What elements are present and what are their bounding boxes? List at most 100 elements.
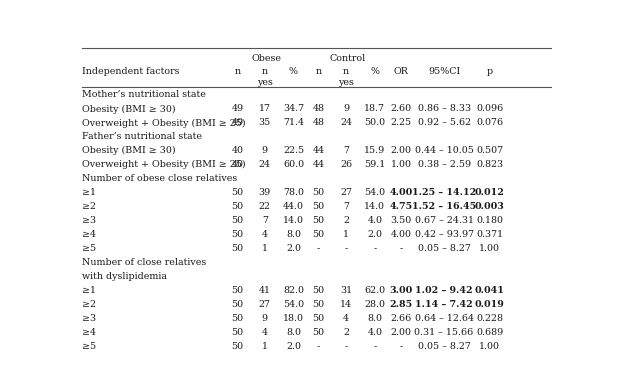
Text: ≥1: ≥1 (82, 188, 96, 197)
Text: 0.05 – 8.27: 0.05 – 8.27 (418, 244, 471, 253)
Text: 4.00: 4.00 (389, 188, 413, 197)
Text: Overweight + Obesity (BMI ≥ 25): Overweight + Obesity (BMI ≥ 25) (82, 118, 246, 127)
Text: 1: 1 (262, 342, 268, 351)
Text: 50: 50 (231, 342, 243, 351)
Text: Independent factors: Independent factors (82, 67, 180, 76)
Text: Number of close relatives: Number of close relatives (82, 258, 206, 267)
Text: 50: 50 (313, 286, 325, 295)
Text: 3.50: 3.50 (391, 216, 412, 225)
Text: 0.012: 0.012 (474, 188, 505, 197)
Text: 50.0: 50.0 (364, 118, 386, 127)
Text: 18.7: 18.7 (364, 104, 385, 113)
Text: 8.0: 8.0 (367, 314, 383, 323)
Text: 0.92 – 5.62: 0.92 – 5.62 (418, 118, 471, 127)
Text: 15.9: 15.9 (364, 146, 386, 155)
Text: 39: 39 (259, 188, 271, 197)
Text: %: % (289, 67, 298, 76)
Text: 0.076: 0.076 (476, 118, 503, 127)
Text: 14: 14 (340, 300, 352, 309)
Text: 0.228: 0.228 (476, 314, 503, 323)
Text: Father’s nutritional state: Father’s nutritional state (82, 132, 202, 141)
Text: n: n (315, 67, 321, 76)
Text: 48: 48 (313, 118, 325, 127)
Text: 2.00: 2.00 (391, 328, 412, 337)
Text: 50: 50 (313, 188, 325, 197)
Text: p: p (486, 67, 492, 76)
Text: %: % (370, 67, 379, 76)
Text: 0.180: 0.180 (476, 216, 503, 225)
Text: 40: 40 (231, 160, 243, 169)
Text: 54.0: 54.0 (283, 300, 304, 309)
Text: 0.86 – 8.33: 0.86 – 8.33 (418, 104, 471, 113)
Text: 4.0: 4.0 (367, 328, 383, 337)
Text: 95%CI: 95%CI (428, 67, 460, 76)
Text: 50: 50 (231, 314, 243, 323)
Text: 1.00: 1.00 (391, 160, 412, 169)
Text: -: - (344, 244, 348, 253)
Text: 1.52 – 16.45: 1.52 – 16.45 (412, 202, 476, 211)
Text: 50: 50 (231, 188, 243, 197)
Text: -: - (373, 342, 376, 351)
Text: 0.38 – 2.59: 0.38 – 2.59 (418, 160, 471, 169)
Text: 2.25: 2.25 (391, 118, 412, 127)
Text: -: - (344, 342, 348, 351)
Text: 4.0: 4.0 (367, 216, 383, 225)
Text: 50: 50 (231, 300, 243, 309)
Text: 27: 27 (340, 188, 352, 197)
Text: 0.019: 0.019 (474, 300, 505, 309)
Text: ≥1: ≥1 (82, 286, 96, 295)
Text: 34.7: 34.7 (283, 104, 304, 113)
Text: 2: 2 (343, 328, 349, 337)
Text: 0.31 – 15.66: 0.31 – 15.66 (415, 328, 474, 337)
Text: 50: 50 (313, 314, 325, 323)
Text: 9: 9 (343, 104, 349, 113)
Text: 0.507: 0.507 (476, 146, 503, 155)
Text: 0.67 – 24.31: 0.67 – 24.31 (415, 216, 474, 225)
Text: 7: 7 (343, 202, 349, 211)
Text: 1.14 – 7.42: 1.14 – 7.42 (415, 300, 473, 309)
Text: 50: 50 (313, 328, 325, 337)
Text: 82.0: 82.0 (283, 286, 304, 295)
Text: Number of obese close relatives: Number of obese close relatives (82, 174, 237, 183)
Text: n
yes: n yes (338, 67, 354, 87)
Text: 9: 9 (262, 146, 268, 155)
Text: ≥3: ≥3 (82, 216, 96, 225)
Text: 50: 50 (231, 328, 243, 337)
Text: Obese: Obese (251, 54, 281, 63)
Text: 0.371: 0.371 (476, 230, 503, 239)
Text: 50: 50 (231, 244, 243, 253)
Text: ≥4: ≥4 (82, 328, 96, 337)
Text: 1.00: 1.00 (479, 342, 500, 351)
Text: 54.0: 54.0 (364, 188, 386, 197)
Text: 31: 31 (340, 286, 352, 295)
Text: 4.75: 4.75 (389, 202, 413, 211)
Text: 14.0: 14.0 (283, 216, 304, 225)
Text: 35: 35 (259, 118, 271, 127)
Text: 40: 40 (231, 146, 243, 155)
Text: Overweight + Obesity (BMI ≥ 25): Overweight + Obesity (BMI ≥ 25) (82, 160, 246, 169)
Text: 71.4: 71.4 (283, 118, 304, 127)
Text: 44.0: 44.0 (283, 202, 304, 211)
Text: ≥2: ≥2 (82, 202, 96, 211)
Text: 0.44 – 10.05: 0.44 – 10.05 (415, 146, 474, 155)
Text: 2.00: 2.00 (391, 146, 412, 155)
Text: 7: 7 (343, 146, 349, 155)
Text: 50: 50 (313, 202, 325, 211)
Text: 50: 50 (231, 202, 243, 211)
Text: -: - (373, 244, 376, 253)
Text: 50: 50 (231, 216, 243, 225)
Text: ≥3: ≥3 (82, 314, 96, 323)
Text: 0.05 – 8.27: 0.05 – 8.27 (418, 342, 471, 351)
Text: 22: 22 (259, 202, 271, 211)
Text: 18.0: 18.0 (283, 314, 304, 323)
Text: Control: Control (329, 54, 365, 63)
Text: 8.0: 8.0 (286, 230, 301, 239)
Text: 2.0: 2.0 (286, 342, 301, 351)
Text: 1.25 – 14.12: 1.25 – 14.12 (412, 188, 476, 197)
Text: n
yes: n yes (257, 67, 273, 87)
Text: 1: 1 (262, 244, 268, 253)
Text: 28.0: 28.0 (364, 300, 385, 309)
Text: 24: 24 (340, 118, 352, 127)
Text: 50: 50 (313, 300, 325, 309)
Text: 2: 2 (343, 216, 349, 225)
